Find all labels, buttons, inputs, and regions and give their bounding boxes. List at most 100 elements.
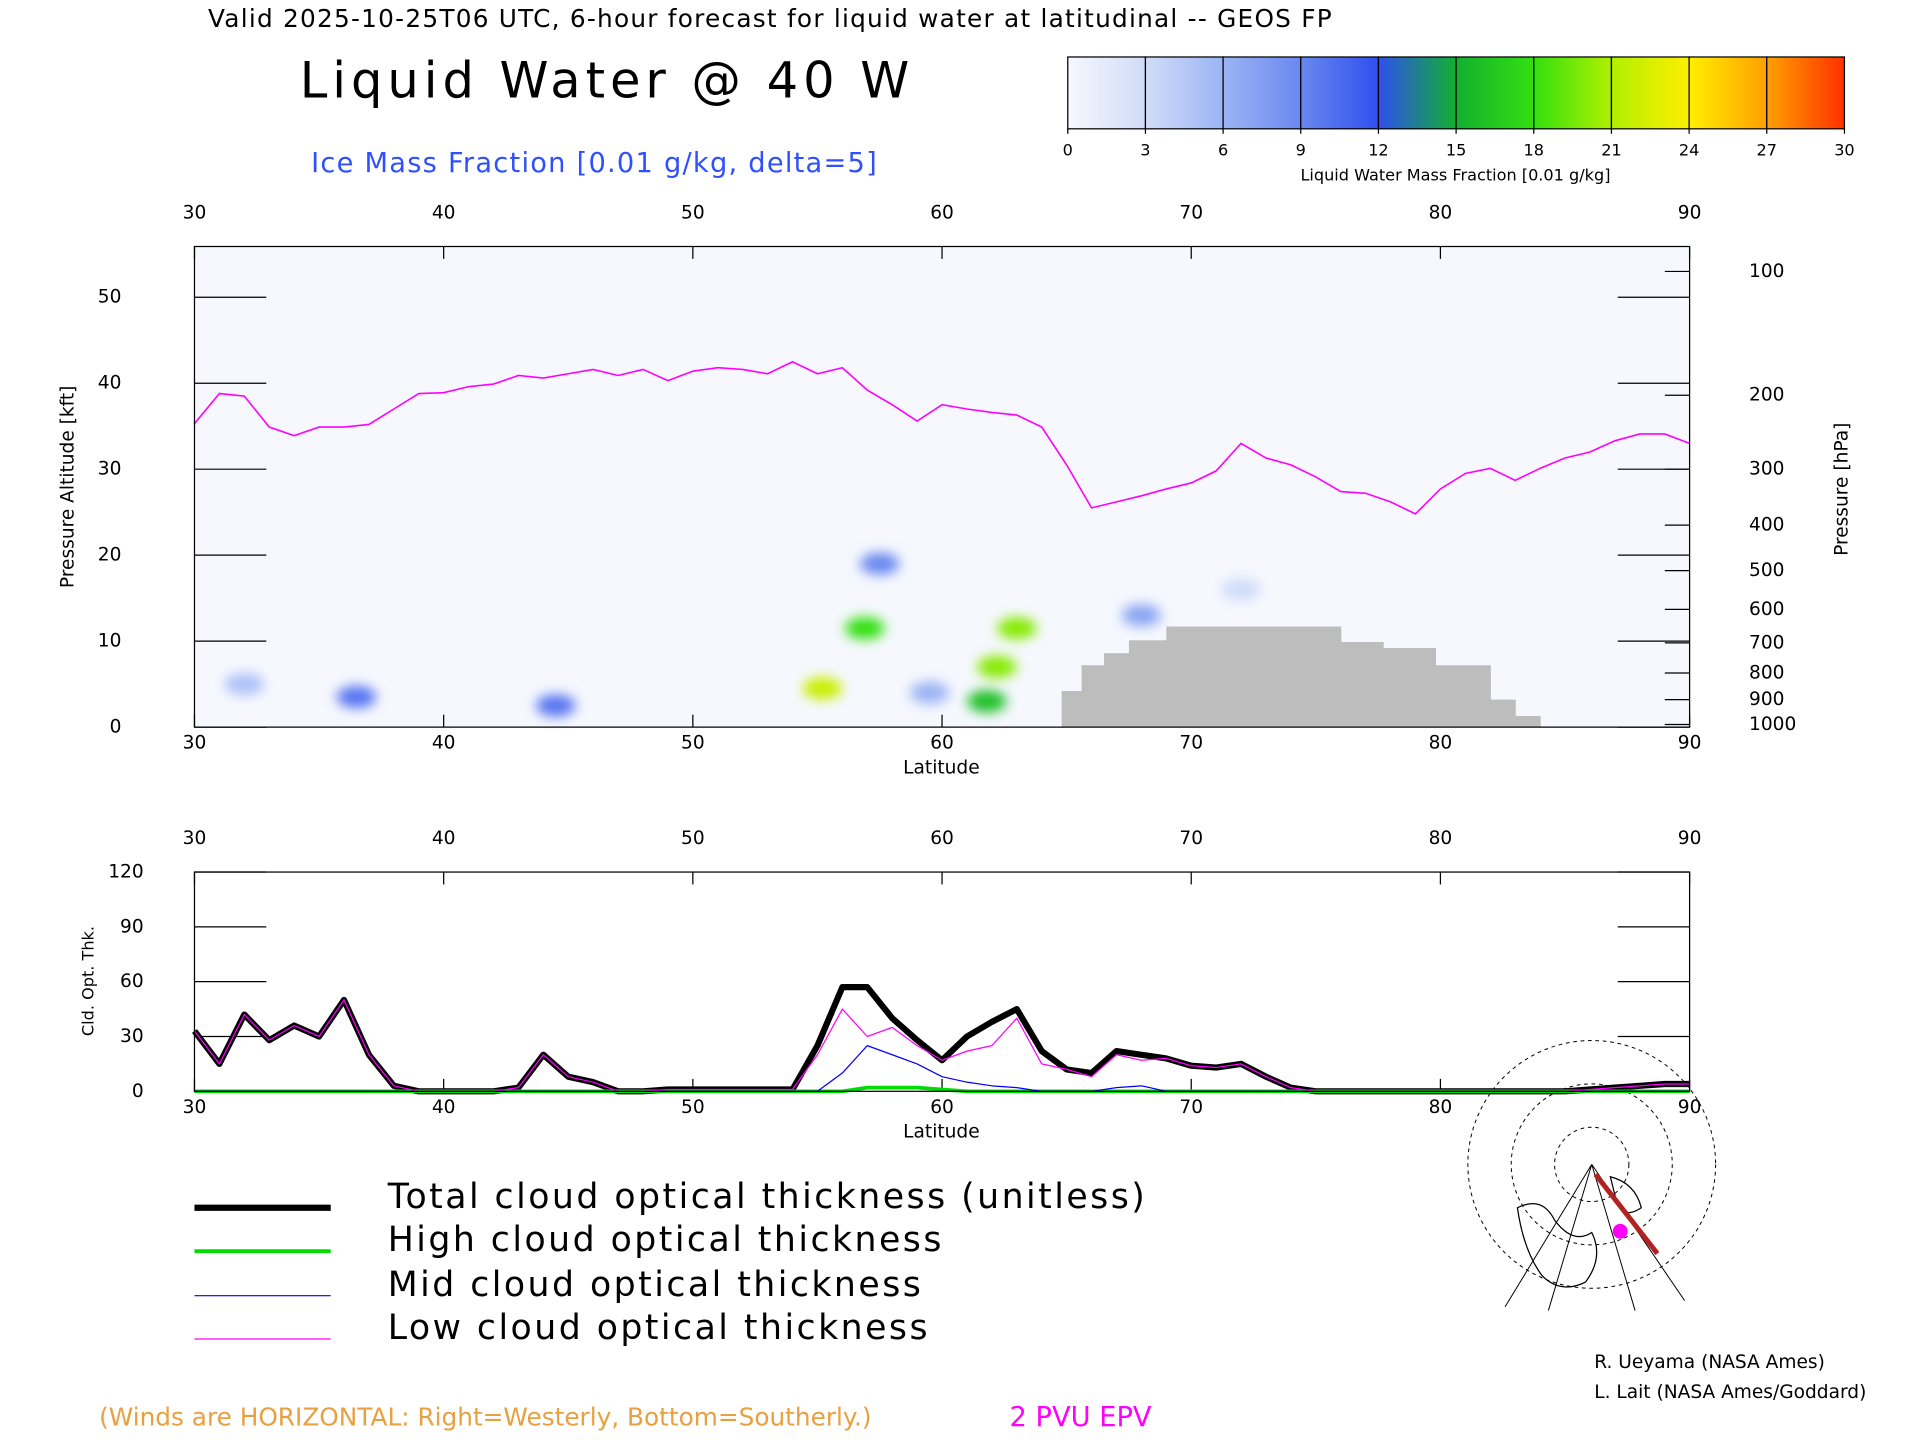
x-tick-label: 60 — [930, 1097, 954, 1118]
y2-tick-label: 300 — [1749, 459, 1784, 480]
colorbar-label: Liquid Water Mass Fraction [0.01 g/kg] — [1300, 165, 1610, 184]
terrain — [1340, 642, 1384, 728]
colorbar-segment — [1688, 56, 1768, 130]
colorbar-tick-label: 30 — [1834, 141, 1854, 160]
y-tick-label: 30 — [120, 1026, 144, 1047]
colorbar-tick-label: 18 — [1524, 141, 1544, 160]
x-tick-label: 30 — [183, 203, 207, 224]
terrain — [1081, 665, 1105, 728]
y-tick-label: 10 — [98, 631, 122, 652]
x-tick-label: 30 — [183, 828, 207, 849]
x-tick-label: 80 — [1429, 1097, 1453, 1118]
x-tick-label: 90 — [1678, 1097, 1702, 1118]
colorbar-segment — [1222, 56, 1302, 130]
colorbar-tick-label: 9 — [1296, 141, 1306, 160]
y2-tick-label: 500 — [1749, 560, 1784, 581]
colorbar-tick-label: 24 — [1679, 141, 1699, 160]
colorbar-tick-label: 0 — [1063, 141, 1073, 160]
y-tick-label: 30 — [98, 459, 122, 480]
liquid-water-cell — [909, 681, 950, 704]
colorbar-tick-label: 27 — [1757, 141, 1777, 160]
y-tick-label: 20 — [98, 545, 122, 566]
y2-tick-label: 700 — [1749, 632, 1784, 653]
x-tick-label: 80 — [1429, 203, 1453, 224]
x-tick-label: 30 — [183, 1097, 207, 1118]
plot-frame — [193, 245, 1691, 728]
y2-tick-label: 600 — [1749, 599, 1784, 620]
y2-axis-label: Pressure [hPa] — [1831, 423, 1852, 556]
x-tick-label: 30 — [183, 733, 207, 754]
y-tick-label: 90 — [120, 916, 144, 937]
y2-tick-label: 800 — [1749, 662, 1784, 683]
x-tick-label: 60 — [930, 828, 954, 849]
terrain — [1383, 648, 1437, 728]
x-tick-label: 80 — [1429, 733, 1453, 754]
y2-tick-label: 400 — [1749, 515, 1784, 536]
x-tick-label: 90 — [1678, 828, 1702, 849]
colorbar-segment — [1300, 56, 1380, 130]
y2-tick-label: 1000 — [1749, 714, 1796, 735]
x-tick-label: 50 — [681, 203, 705, 224]
x-tick-label: 90 — [1678, 203, 1702, 224]
y-tick-label: 50 — [98, 287, 122, 308]
x-tick-label: 40 — [432, 203, 456, 224]
colorbar-tick-label: 6 — [1218, 141, 1228, 160]
terrain — [1061, 691, 1083, 728]
y-tick-label: 0 — [110, 717, 122, 738]
y2-tick-label: 900 — [1749, 689, 1784, 710]
y-tick-label: 0 — [132, 1081, 144, 1102]
x-tick-label: 80 — [1429, 828, 1453, 849]
cloud-line — [193, 999, 1690, 1092]
terrain — [1128, 640, 1167, 728]
x-tick-label: 90 — [1678, 733, 1702, 754]
liquid-water-cell — [996, 617, 1037, 640]
y-axis-label: Pressure Altitude [kft] — [58, 386, 79, 589]
y-tick-label: 60 — [120, 971, 144, 992]
y-tick-label: 120 — [108, 862, 143, 883]
x-tick-label: 70 — [1179, 733, 1203, 754]
x-tick-label: 60 — [930, 203, 954, 224]
y-axis-label: Cld. Opt. Thk. — [79, 926, 98, 1036]
chart-subtitle: Ice Mass Fraction [0.01 g/kg, delta=5] — [311, 148, 878, 179]
x-tick-label: 70 — [1179, 828, 1203, 849]
legend-label: Low cloud optical thickness — [388, 1308, 930, 1348]
terrain — [1490, 699, 1516, 728]
liquid-water-cell — [802, 677, 843, 700]
colorbar-tick-label: 21 — [1601, 141, 1621, 160]
epv-line — [193, 360, 1690, 515]
colorbar-segment — [1766, 56, 1846, 130]
x-tick-label: 70 — [1179, 1097, 1203, 1118]
legend-label: High cloud optical thickness — [388, 1220, 944, 1260]
x-tick-label: 40 — [432, 828, 456, 849]
colorbar-segment — [1067, 56, 1147, 130]
liquid-water-cell — [859, 552, 900, 575]
colorbar-segment — [1610, 56, 1690, 130]
terrain — [1166, 626, 1342, 728]
colorbar-segment — [1144, 56, 1224, 130]
plot-frame — [193, 871, 1691, 1092]
header: Valid 2025-10-25T06 UTC, 6-hour forecast… — [208, 4, 1333, 33]
legend-label: Total cloud optical thickness (unitless) — [387, 1177, 1148, 1217]
chart-title: Liquid Water @ 40 W — [300, 52, 914, 110]
wind-note: (Winds are HORIZONTAL: Right=Westerly, B… — [99, 1402, 871, 1431]
colorbar-segment — [1533, 56, 1613, 130]
x-tick-label: 50 — [681, 1097, 705, 1118]
x-tick-label: 40 — [432, 1097, 456, 1118]
epv-label: 2 PVU EPV — [1010, 1402, 1152, 1433]
liquid-water-field — [224, 552, 1261, 717]
liquid-water-cell — [1121, 604, 1162, 627]
liquid-water-cell — [844, 617, 885, 640]
x-tick-label: 70 — [1179, 203, 1203, 224]
colorbar-tick-label: 12 — [1368, 141, 1388, 160]
liquid-water-cell — [967, 690, 1007, 713]
legend-label: Mid cloud optical thickness — [388, 1265, 924, 1305]
liquid-water-cell — [535, 694, 576, 717]
colorbar-segment — [1455, 56, 1535, 130]
credit: R. Ueyama (NASA Ames) — [1594, 1352, 1825, 1373]
x-tick-label: 50 — [681, 828, 705, 849]
terrain — [1515, 715, 1541, 728]
terrain — [1104, 653, 1130, 728]
liquid-water-cell — [1221, 578, 1261, 601]
